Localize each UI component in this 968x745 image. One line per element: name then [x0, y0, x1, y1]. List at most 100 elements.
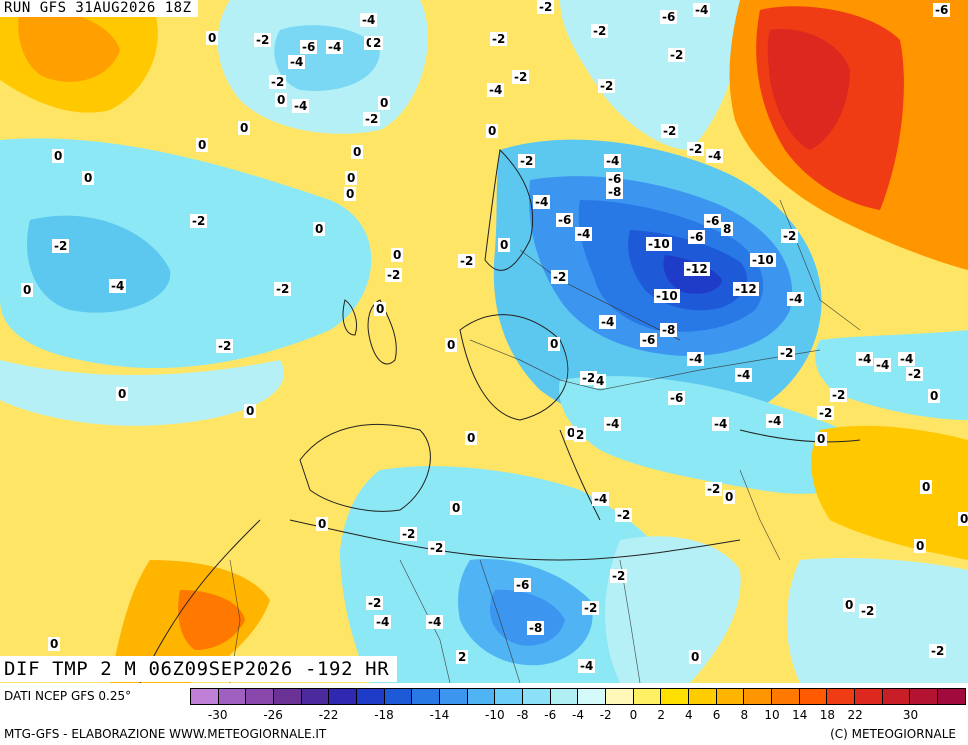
legend-tick-label: 4 — [685, 708, 693, 722]
map-value-label: 8 — [721, 222, 734, 236]
legend-swatch — [716, 689, 745, 704]
map-value-label: -4 — [898, 352, 916, 366]
map-value-label: -2 — [687, 142, 705, 156]
credit-right: (C) METEOGIORNALE — [830, 727, 956, 741]
legend-swatch — [882, 689, 911, 704]
legend-swatch — [329, 689, 358, 704]
map-value-label: -6 — [514, 578, 532, 592]
map-value-label: -2 — [580, 371, 598, 385]
map-value-label: -6 — [660, 10, 678, 24]
map-value-label: -2 — [490, 32, 508, 46]
map-value-label: 0 — [445, 338, 458, 352]
map-value-label: 0 — [196, 138, 209, 152]
legend-swatch — [191, 689, 219, 704]
map-value-label: -4 — [706, 149, 724, 163]
map-value-label: 0 — [116, 387, 129, 401]
data-source-label: DATI NCEP GFS 0.25° — [4, 689, 132, 703]
map-value-label: 0 — [82, 171, 95, 185]
map-value-label: -2 — [363, 112, 381, 126]
map-value-label: -6 — [688, 230, 706, 244]
map-value-label: -4 — [426, 615, 444, 629]
legend-tick-label: -26 — [263, 708, 283, 722]
color-legend-bar — [190, 688, 966, 705]
legend-tick-label: 8 — [740, 708, 749, 722]
map-value-label: -2 — [428, 541, 446, 555]
legend-swatch — [633, 689, 662, 704]
legend-swatch — [578, 689, 607, 704]
map-value-label: -2 — [610, 569, 628, 583]
map-value-label: -2 — [216, 339, 234, 353]
map-value-label: -4 — [109, 279, 127, 293]
legend-swatch — [606, 689, 634, 704]
map-fill-layer — [0, 0, 968, 683]
map-value-label: 2 — [574, 428, 587, 442]
map-value-label: -4 — [292, 99, 310, 113]
map-value-label: 0 — [548, 337, 561, 351]
map-value-label: -2 — [518, 154, 536, 168]
legend-swatch — [689, 689, 717, 704]
map-value-label: -2 — [582, 601, 600, 615]
map-value-label: -4 — [687, 352, 705, 366]
map-value-label: -4 — [787, 292, 805, 306]
map-value-label: -2 — [668, 48, 686, 62]
map-value-label: -2 — [366, 596, 384, 610]
map-value-label: -2 — [598, 79, 616, 93]
map-value-label: 0 — [206, 31, 219, 45]
map-value-label: -4 — [874, 358, 892, 372]
map-value-label: -2 — [551, 270, 569, 284]
legend-tick-label: -14 — [429, 708, 450, 722]
map-value-label: 0 — [689, 650, 702, 664]
map-value-label: 2 — [456, 650, 469, 664]
map-value-label: 0 — [378, 96, 391, 110]
map-value-label: 0 — [843, 598, 856, 612]
legend-tick-label: 10 — [764, 708, 780, 722]
legend-swatch — [440, 689, 468, 704]
map-value-label: -2 — [929, 644, 947, 658]
map-value-label: -10 — [646, 237, 672, 251]
map-value-label: -4 — [575, 227, 593, 241]
legend-tick-label: 0 — [629, 708, 638, 722]
legend-swatch — [550, 689, 579, 704]
product-title: DIF TMP 2 M 06Z09SEP2026 -192 HR — [0, 656, 398, 682]
map-value-label: 0 — [920, 480, 933, 494]
map-value-label: -4 — [599, 315, 617, 329]
map-value-label: -10 — [654, 289, 680, 303]
map-value-label: -2 — [254, 33, 272, 47]
map-value-label: -12 — [733, 282, 759, 296]
map-value-label: -6 — [556, 213, 574, 227]
legend-swatch — [827, 689, 856, 704]
map-value-label: -2 — [274, 282, 292, 296]
map-value-label: 0 — [316, 517, 329, 531]
map-value-label: -2 — [817, 406, 835, 420]
map-value-label: 4 — [594, 374, 607, 388]
legend-swatch — [910, 689, 939, 704]
map-value-label: -2 — [859, 604, 877, 618]
map-value-label: -4 — [487, 83, 505, 97]
legend-tick-label: 6 — [712, 708, 721, 722]
temperature-anomaly-map: RUN GFS 31AUG2026 18Z -4-2-6-4-60-2-6-40… — [0, 0, 968, 683]
map-value-label: 0 — [486, 124, 499, 138]
map-value-label: -4 — [374, 615, 392, 629]
map-value-label: 0 — [450, 501, 463, 515]
map-value-label: -4 — [360, 13, 378, 27]
map-value-label: -6 — [933, 3, 951, 17]
map-value-label: -4 — [604, 154, 622, 168]
color-legend-ticks: -30 -26 -22 -18 -14 -10 -8 -6 -4 -2 0 2 4 6 8 10 14 18 22 3… — [190, 708, 966, 722]
map-value-label: -2 — [269, 75, 287, 89]
map-value-label: -4 — [712, 417, 730, 431]
legend-swatch — [384, 689, 413, 704]
legend-tick-label: 22 — [847, 708, 863, 722]
legend-tick-label: -4 — [572, 708, 584, 722]
legend-swatch — [938, 689, 965, 704]
map-value-label: 0 — [52, 149, 65, 163]
legend-swatch — [799, 689, 828, 704]
map-value-label: 0 — [351, 145, 364, 159]
map-value-label: -2 — [615, 508, 633, 522]
legend-swatch — [855, 689, 883, 704]
legend-tick-label: -10 — [485, 708, 505, 722]
map-value-label: -4 — [592, 492, 610, 506]
legend-swatch — [357, 689, 385, 704]
map-value-label: -2 — [591, 24, 609, 38]
run-title: RUN GFS 31AUG2026 18Z — [0, 0, 198, 17]
map-value-label: -4 — [604, 417, 622, 431]
